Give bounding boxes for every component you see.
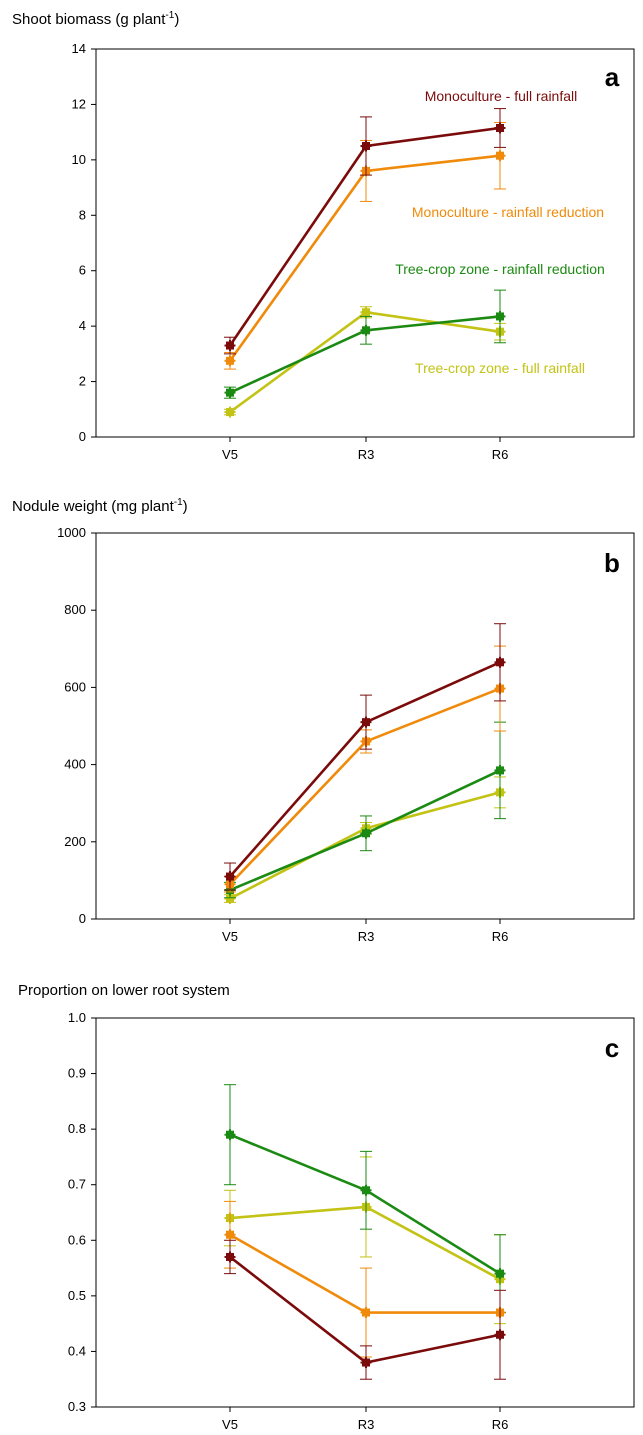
series-annotation: Monoculture - full rainfall	[425, 88, 578, 104]
y-tick-label: 800	[64, 602, 86, 617]
x-tick-label: R3	[358, 447, 375, 462]
x-tick-label: R6	[492, 447, 509, 462]
series-treecrop-full	[224, 1156, 506, 1325]
y-tick-label: 1.0	[68, 1010, 86, 1025]
series-monoculture-reduction	[224, 645, 506, 893]
y-tick-label: 0	[79, 429, 86, 444]
y-tick-label: 12	[72, 96, 86, 111]
y-tick-label: 0.3	[68, 1399, 86, 1414]
y-tick-label: 0.9	[68, 1066, 86, 1081]
x-tick-label: V5	[222, 447, 238, 462]
series-annotation: Tree-crop zone - rainfall reduction	[395, 261, 605, 277]
plot-frame	[95, 48, 635, 438]
panel-b-title: Nodule weight (mg plant-1)	[12, 497, 188, 515]
series-line	[229, 791, 501, 900]
y-tick-label: 0.6	[68, 1232, 86, 1247]
x-tick-label: R3	[358, 1417, 375, 1432]
y-tick-label: 10	[72, 152, 86, 167]
panel-letter: a	[605, 62, 620, 92]
series-line	[229, 661, 501, 878]
y-tick-label: 200	[64, 834, 86, 849]
y-tick-label: 0	[79, 911, 86, 926]
y-tick-label: 400	[64, 757, 86, 772]
y-tick-label: 1000	[57, 525, 86, 540]
y-tick-label: 0.5	[68, 1288, 86, 1303]
plot-frame	[95, 532, 635, 920]
panel-letter: c	[605, 1033, 619, 1063]
chart-panel-b: 0 200 400 600 800 1000 V5 R3 R6 b	[57, 525, 635, 944]
y-tick-label: 14	[72, 41, 86, 56]
y-tick-label: 2	[79, 374, 86, 389]
series-line	[229, 1233, 500, 1314]
series-treecrop-full: Tree-crop zone - full rainfall	[224, 306, 585, 418]
panel-a-title: Shoot biomass (g plant-1)	[12, 10, 180, 28]
series-monoculture-reduction	[224, 1200, 506, 1358]
y-tick-label: 600	[64, 679, 86, 694]
series-treecrop-reduction: Tree-crop zone - rainfall reduction	[224, 261, 605, 399]
series-treecrop-reduction	[224, 1084, 506, 1314]
panel-letter: b	[604, 548, 620, 578]
series-monoculture-reduction: Monoculture - rainfall reduction	[224, 121, 604, 370]
y-tick-label: 0.8	[68, 1121, 86, 1136]
panel-c-title: Proportion on lower root system	[18, 982, 230, 999]
x-tick-label: V5	[222, 1417, 238, 1432]
chart-panel-c: 0.3 0.4 0.5 0.6 0.7 0.8 0.9 1.0 V5 R3 R6 c	[68, 1010, 635, 1432]
y-tick-label: 0.7	[68, 1177, 86, 1192]
series-annotation: Monoculture - rainfall reduction	[412, 204, 604, 220]
y-tick-label: 0.4	[68, 1343, 86, 1358]
series-treecrop-full	[224, 776, 506, 905]
series-treecrop-reduction	[224, 721, 506, 899]
x-tick-label: V5	[222, 929, 238, 944]
plot-frame	[95, 1017, 635, 1408]
series-monoculture-full: Monoculture - full rainfall	[224, 88, 578, 355]
y-tick-label: 8	[79, 207, 86, 222]
x-tick-label: R6	[492, 929, 509, 944]
y-tick-label: 4	[79, 318, 86, 333]
series-monoculture-full	[224, 623, 506, 891]
series-annotation: Tree-crop zone - full rainfall	[415, 360, 585, 376]
y-tick-label: 6	[79, 263, 86, 278]
chart-panel-a: 0 2 4 6 8 10 12 14 V5 R3 R6 a Tree-crop zone - full …	[72, 41, 635, 462]
x-tick-label: R6	[492, 1417, 509, 1432]
series-monoculture-full	[224, 1239, 506, 1380]
x-tick-label: R3	[358, 929, 375, 944]
